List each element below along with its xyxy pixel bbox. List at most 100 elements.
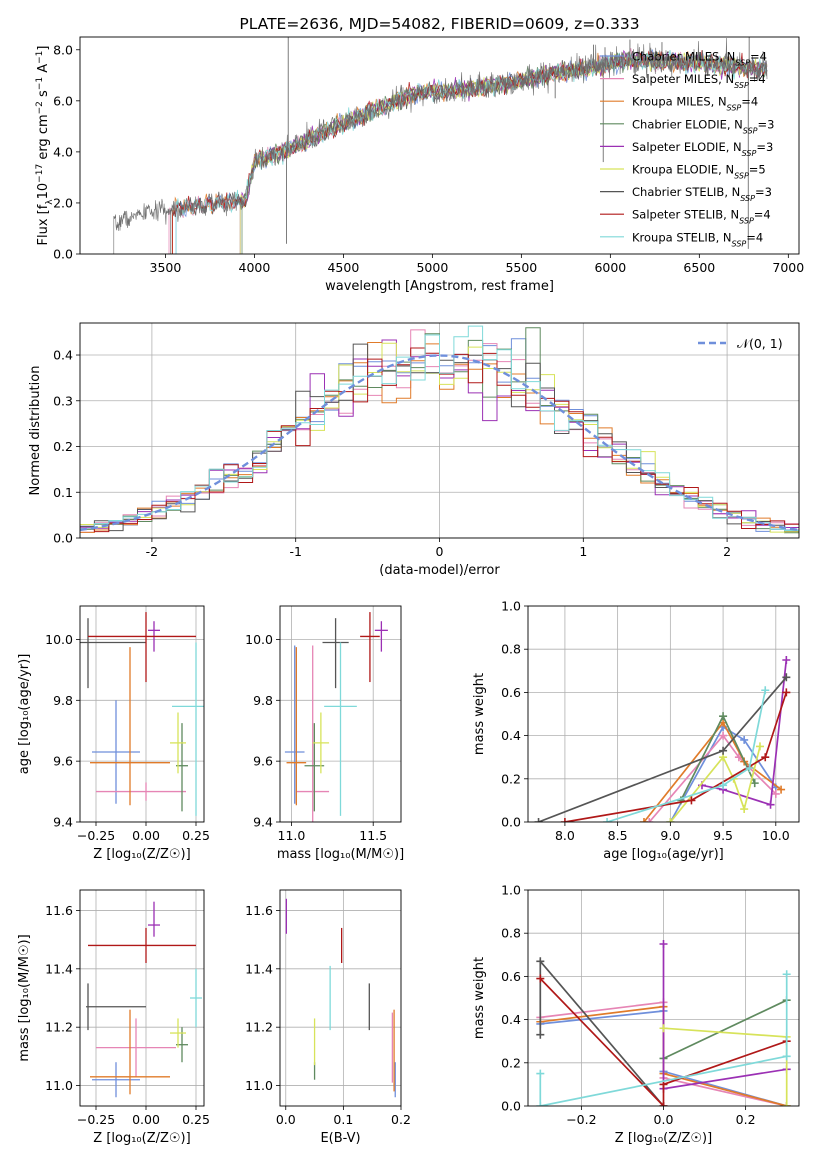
errorbar-chabrier-stelib [80, 618, 146, 689]
weight-marker [761, 753, 770, 762]
y-tick-label: 11.4 [45, 961, 73, 976]
y-tick-label: 0.6 [501, 969, 521, 984]
x-tick-label: 9.0 [660, 828, 680, 843]
errorbars [284, 612, 388, 822]
weight-line [648, 734, 777, 822]
y-axis-label-part: −1 [35, 51, 45, 64]
errorbar-kroupa-elodie [170, 712, 186, 774]
weight-lines [536, 940, 791, 1106]
errorbar-salpeter-elodie [374, 621, 388, 652]
chart-residuals: -2 -1 0 1 2 0.0 0.1 0.2 0.3 0.4 (data-model)/error… [28, 322, 800, 578]
chart-weight-vs-age: 8.0 8.5 9.0 9.5 10.0 0.0 0.2 0.4 0.6 0.8 1.0 age [l… [472, 599, 800, 862]
weight-line [663, 1027, 788, 1106]
y-tick-label: 0.2 [501, 771, 521, 786]
x-tick-label: 6000 [594, 260, 626, 275]
legend-label: Kroupa ELODIE, N [632, 163, 734, 177]
weight-marker [782, 1102, 791, 1106]
legend-entry-chabrier-elodie: Chabrier ELODIE, NSSP=3 [632, 117, 774, 135]
grid [528, 606, 799, 822]
y-tick-label: 0.4 [501, 1012, 521, 1027]
weight-marker [659, 940, 668, 948]
y-tick-label: 9.4 [253, 815, 273, 830]
plot-area [80, 606, 204, 822]
weight-marker [777, 785, 786, 794]
weight-marker [771, 789, 780, 798]
weight-series-kroupa-miles [639, 718, 786, 822]
y-axis-label-part: λ [45, 199, 55, 205]
weight-series-chabrier-stelib [534, 673, 791, 822]
y-tick-label: 0.6 [501, 685, 521, 700]
y-axis-label-part: A [36, 64, 51, 77]
x-tick-label: 1 [579, 544, 587, 559]
errorbar-kroupa-elodie [170, 1018, 186, 1048]
errorbar-kroupa-miles [90, 1009, 170, 1095]
weight-marker [639, 818, 648, 822]
plot-area [528, 890, 799, 1106]
x-tick-label: 8.5 [608, 828, 628, 843]
weight-marker [536, 1069, 545, 1078]
legend-value: =4 [749, 72, 766, 86]
x-tick-label: 6500 [683, 260, 715, 275]
legend-entry-salpeter-miles: Salpeter MILES, NSSP=4 [632, 72, 766, 90]
x-axis-label: Z [log₁₀(Z/Z☉)] [93, 847, 190, 862]
y-tick-label: 0.4 [501, 728, 521, 743]
errorbar-salpeter-miles [96, 1018, 176, 1077]
legend-label: Kroupa STELIB, N [632, 230, 732, 244]
x-tick-label: 2 [723, 544, 731, 559]
weight-marker [666, 818, 675, 822]
y-tick-label: 0.2 [501, 1055, 521, 1070]
y-axis-label: age [log₁₀(age/yr)] [17, 654, 32, 775]
errorbar-kroupa-miles [286, 647, 307, 806]
weight-marker [645, 818, 654, 822]
grid [80, 890, 204, 1106]
x-tick-label: 0.25 [182, 1112, 210, 1127]
errorbar-salpeter-stelib [88, 927, 196, 963]
weight-series-kroupa-elodie [659, 1024, 791, 1106]
x-tick-label: 5000 [416, 260, 448, 275]
x-tick-label: 4500 [327, 260, 359, 275]
legend-entry-normal: 𝒩(0, 1) [737, 336, 783, 351]
legend-label: Kroupa MILES, N [632, 95, 727, 109]
y-tick-label: 10.0 [45, 632, 73, 647]
legend-subscript: SSP [740, 194, 755, 203]
errorbar-kroupa-stelib [324, 642, 357, 816]
weight-marker [755, 742, 764, 751]
weight-marker [536, 1030, 545, 1039]
weight-line [564, 692, 788, 822]
x-tick-label: 8.0 [555, 828, 575, 843]
weight-marker [782, 656, 791, 664]
weight-line [643, 721, 782, 822]
y-tick-label: 11.6 [45, 903, 73, 918]
chart-EBV: 0.0 0.1 0.2 11.0 11.2 11.4 11.6 E(B-V) [245, 889, 411, 1146]
y-axis-label: mass weight [472, 673, 487, 755]
observed-spectrum [113, 37, 768, 254]
x-tick-label: 0.0 [276, 1112, 296, 1127]
y-tick-label: 0.1 [53, 485, 73, 500]
weight-series-salpeter-stelib [560, 688, 791, 822]
x-tick-label: 5500 [505, 260, 537, 275]
y-axis-label: mass [log₁₀(M/M☉)] [17, 934, 32, 1061]
legend-value: =3 [758, 117, 775, 131]
legend-label: Chabrier MILES, N [632, 50, 735, 64]
weight-marker [560, 818, 569, 822]
weight-marker [659, 1024, 668, 1033]
x-tick-label: 0.2 [391, 1112, 411, 1127]
legend-entry-salpeter-elodie: Salpeter ELODIE, NSSP=3 [632, 140, 773, 158]
axes-frame [527, 889, 800, 1107]
chart-weight-vs-Z: −0.2 0.0 0.2 0.0 0.2 0.4 0.6 0.8 1.0 Z [log₁₀(Z/Z… [472, 883, 800, 1146]
x-tick-label: 0.00 [132, 828, 160, 843]
legend-subscript: SSP [735, 58, 750, 67]
legend-value: =3 [756, 140, 773, 154]
plot-area [80, 890, 204, 1106]
weight-marker [766, 800, 775, 809]
axes-frame [79, 889, 205, 1107]
x-axis-label: mass [log₁₀(M/M☉)] [277, 847, 404, 862]
y-tick-label: 11.2 [45, 1020, 73, 1035]
weight-marker [534, 818, 543, 822]
grid [80, 606, 204, 822]
legend: 𝒩(0, 1) [698, 336, 783, 351]
errorbar-kroupa-stelib [190, 968, 202, 1028]
x-tick-label: 11.0 [278, 828, 306, 843]
errorbar-kroupa-miles [90, 647, 170, 806]
